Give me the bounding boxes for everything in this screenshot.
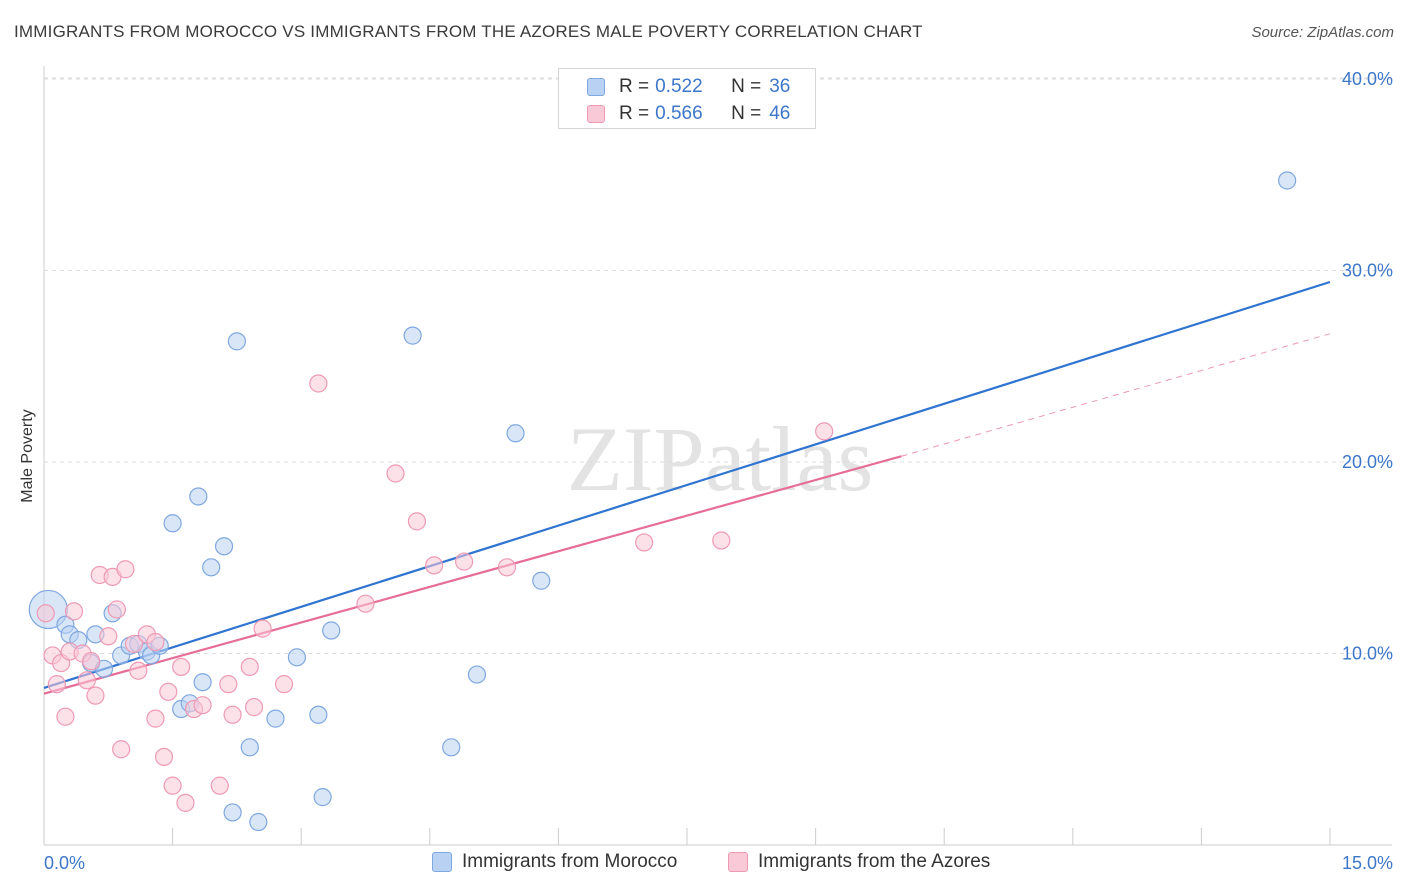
trend-extension-pink	[901, 333, 1331, 457]
bottom-legend-swatch-morocco	[432, 852, 452, 872]
data-point-pink	[163, 776, 182, 795]
legend-n-value: 46	[769, 103, 791, 124]
legend-swatch-morocco	[587, 78, 605, 96]
data-point-pink	[124, 634, 144, 654]
legend-r-value: 0.566	[655, 103, 703, 124]
data-point-pink	[129, 661, 148, 680]
data-point-pink	[47, 675, 66, 694]
data-point-blue	[214, 537, 234, 556]
data-point-blue	[309, 705, 328, 724]
data-point-blue	[266, 709, 285, 728]
data-point-pink	[154, 747, 174, 767]
legend-n-label: N =	[731, 76, 762, 97]
data-point-pink	[159, 682, 178, 701]
data-points	[28, 171, 1297, 832]
correlation-legend: R = 0.522 N = 36 R = 0.566 N = 46	[558, 68, 816, 129]
data-point-pink	[244, 698, 264, 717]
source-label: Source: ZipAtlas.com	[1251, 24, 1394, 41]
data-point-pink	[146, 709, 165, 728]
data-point-blue	[322, 621, 341, 640]
legend-r-label: R =	[619, 103, 650, 124]
data-point-pink	[210, 776, 229, 795]
data-point-pink	[116, 560, 135, 579]
data-point-blue	[1278, 171, 1297, 190]
bottom-legend-label-azores: Immigrants from the Azores	[758, 851, 991, 872]
data-point-blue	[313, 788, 332, 807]
data-point-blue	[403, 326, 422, 345]
data-point-pink	[407, 512, 427, 531]
data-point-pink	[172, 657, 191, 677]
data-point-pink	[99, 627, 118, 646]
bottom-legend-morocco: Immigrants from Morocco	[432, 851, 677, 873]
data-point-blue	[442, 738, 461, 757]
bottom-legend-label-morocco: Immigrants from Morocco	[462, 851, 678, 872]
data-point-blue	[240, 738, 259, 757]
data-point-pink	[712, 531, 731, 550]
data-point-pink	[146, 632, 165, 652]
data-point-pink	[424, 556, 444, 575]
data-point-pink	[454, 552, 474, 571]
data-point-pink	[193, 696, 212, 715]
legend-row-morocco: R = 0.522 N = 36	[587, 75, 790, 99]
data-point-pink	[86, 686, 105, 705]
data-point-pink	[223, 705, 242, 724]
trend-lines	[43, 280, 1331, 695]
data-point-blue	[467, 665, 487, 684]
data-point-blue	[249, 812, 268, 832]
data-point-pink	[112, 740, 131, 759]
data-point-pink	[356, 594, 375, 613]
y-tick-label: 20.0%	[1342, 452, 1393, 472]
bottom-legend-swatch-azores	[728, 852, 748, 872]
data-point-pink	[635, 533, 654, 552]
data-point-blue	[223, 803, 242, 822]
data-point-blue	[163, 514, 182, 533]
y-tick-label: 40.0%	[1342, 69, 1393, 89]
data-point-blue	[532, 571, 551, 590]
data-point-pink	[240, 657, 259, 677]
y-tick-label: 10.0%	[1342, 644, 1393, 664]
data-point-pink	[77, 671, 96, 690]
bottom-legend-azores: Immigrants from the Azores	[728, 851, 990, 873]
chart-title: IMMIGRANTS FROM MOROCCO VS IMMIGRANTS FR…	[14, 22, 923, 41]
data-point-blue	[506, 424, 525, 443]
data-point-blue	[202, 558, 221, 577]
x-tick-label-min: 0.0%	[44, 853, 85, 873]
data-point-blue	[227, 332, 246, 351]
legend-row-azores: R = 0.566 N = 46	[587, 102, 790, 126]
legend-swatch-azores	[587, 105, 605, 123]
data-point-pink	[176, 793, 195, 812]
data-point-pink	[56, 707, 75, 726]
legend-r-value: 0.522	[655, 76, 703, 97]
x-tick-label-max: 15.0%	[1342, 853, 1393, 873]
data-point-pink	[815, 422, 834, 441]
data-point-pink	[64, 602, 84, 621]
data-point-pink	[386, 464, 405, 483]
data-point-pink	[219, 675, 238, 694]
data-point-pink	[274, 675, 294, 694]
data-point-pink	[253, 619, 272, 638]
data-point-pink	[82, 652, 101, 671]
trend-line-pink	[43, 455, 902, 695]
data-point-pink	[309, 374, 328, 393]
data-point-blue	[287, 648, 307, 667]
tick-labels: 10.0% 20.0% 30.0% 40.0% 0.0% 15.0%	[44, 69, 1393, 873]
legend-n-value: 36	[769, 76, 791, 97]
data-point-blue	[189, 487, 208, 506]
trend-line-blue	[43, 280, 1331, 690]
grid-lines	[44, 77, 1392, 654]
data-point-pink	[36, 604, 55, 623]
data-point-blue	[193, 673, 212, 692]
data-point-pink	[107, 600, 126, 619]
legend-n-label: N =	[731, 103, 762, 124]
axes	[43, 66, 1392, 846]
data-point-pink	[497, 558, 517, 577]
y-tick-label: 30.0%	[1342, 261, 1393, 281]
legend-r-label: R =	[619, 76, 650, 97]
